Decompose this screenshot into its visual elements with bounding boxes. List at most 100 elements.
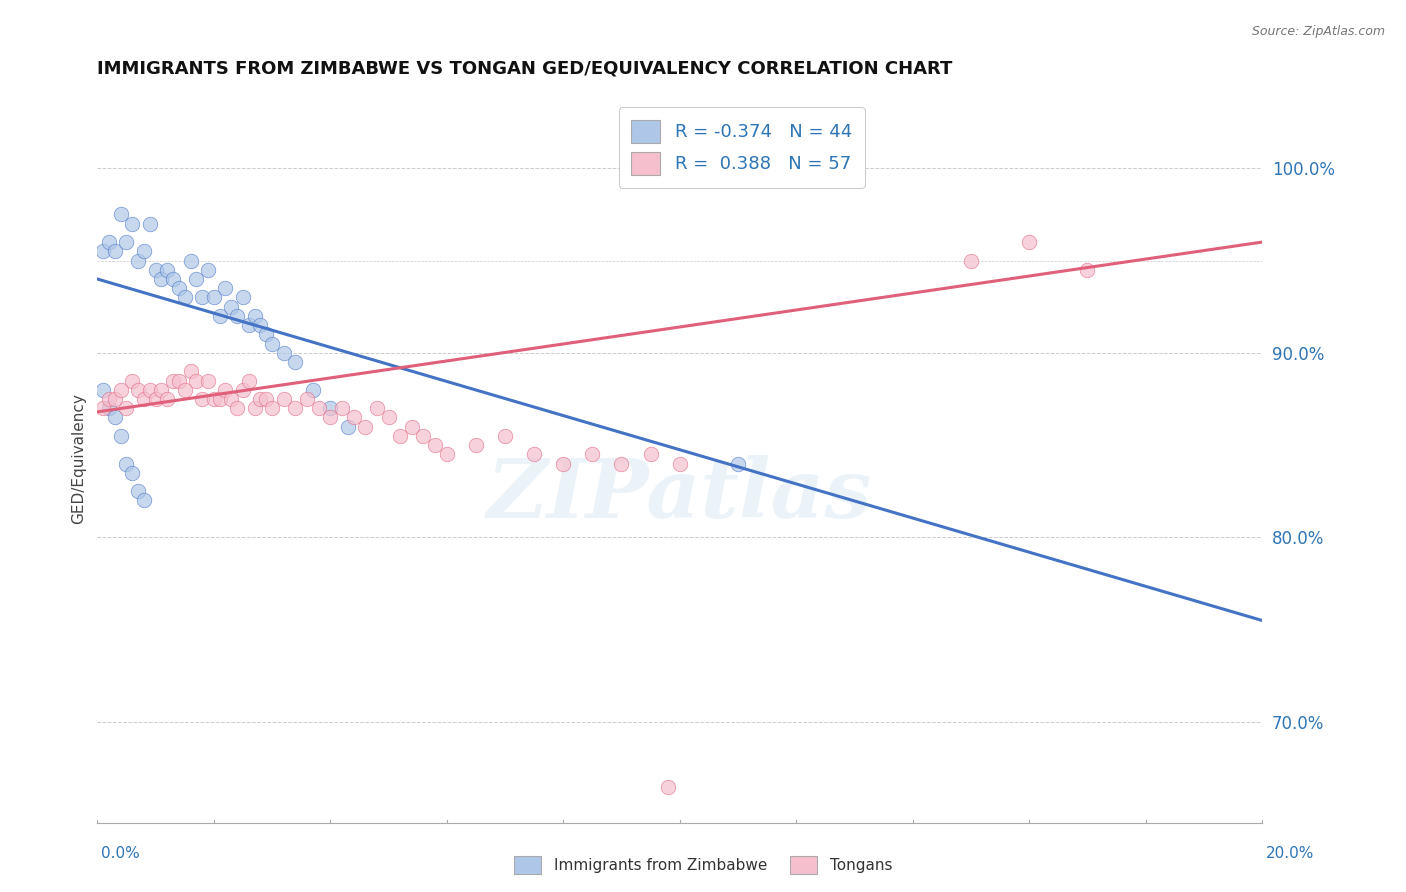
Point [132, 493, 155, 508]
Point [139, 383, 162, 397]
Point [553, 457, 575, 471]
Point [139, 217, 162, 231]
Point [354, 419, 377, 434]
Point [132, 244, 155, 259]
Point [273, 346, 295, 360]
Point [115, 235, 138, 249]
Point [180, 253, 202, 268]
Point [98, 392, 121, 406]
Point [284, 401, 307, 416]
Point [98, 235, 121, 249]
Point [150, 272, 173, 286]
Point [145, 262, 167, 277]
Point [243, 401, 266, 416]
Point [202, 290, 225, 304]
Point [156, 262, 179, 277]
Point [232, 383, 254, 397]
Point [668, 457, 690, 471]
Point [121, 217, 143, 231]
Point [150, 383, 173, 397]
Point [377, 410, 399, 425]
Point [91, 401, 114, 416]
Point [162, 374, 184, 388]
Point [221, 300, 243, 314]
Point [104, 410, 127, 425]
Point [260, 336, 283, 351]
Point [191, 392, 214, 406]
Point [295, 392, 318, 406]
Point [243, 309, 266, 323]
Point [167, 281, 190, 295]
Point [127, 383, 149, 397]
Point [260, 401, 283, 416]
Point [1076, 262, 1098, 277]
Point [657, 780, 679, 794]
Point [494, 429, 516, 443]
Point [423, 438, 446, 452]
Text: IMMIGRANTS FROM ZIMBABWE VS TONGAN GED/EQUIVALENCY CORRELATION CHART: IMMIGRANTS FROM ZIMBABWE VS TONGAN GED/E… [97, 60, 953, 78]
Point [115, 457, 138, 471]
Point [98, 401, 121, 416]
Point [197, 262, 219, 277]
Point [127, 253, 149, 268]
Point [464, 438, 486, 452]
Text: ZIPatlas: ZIPatlas [486, 456, 873, 535]
Point [232, 290, 254, 304]
Point [180, 364, 202, 378]
Point [249, 318, 271, 333]
Point [610, 457, 633, 471]
Point [208, 392, 231, 406]
Point [127, 484, 149, 499]
Point [412, 429, 434, 443]
Point [401, 419, 423, 434]
Point [214, 383, 236, 397]
Point [523, 447, 546, 461]
Point [238, 374, 260, 388]
Point [249, 392, 271, 406]
Point [330, 401, 353, 416]
Point [640, 447, 662, 461]
Point [308, 401, 330, 416]
Point [91, 244, 114, 259]
Point [254, 392, 277, 406]
Point [202, 392, 225, 406]
Point [145, 392, 167, 406]
Point [132, 392, 155, 406]
Point [191, 290, 214, 304]
Point [121, 466, 143, 480]
Point [342, 410, 364, 425]
Point [226, 309, 249, 323]
Legend: Immigrants from Zimbabwe, Tongans: Immigrants from Zimbabwe, Tongans [508, 850, 898, 880]
Point [104, 244, 127, 259]
Text: 20.0%: 20.0% [1267, 846, 1315, 861]
Point [110, 207, 132, 221]
Point [110, 429, 132, 443]
Point [173, 290, 195, 304]
Point [221, 392, 243, 406]
Point [115, 401, 138, 416]
Point [319, 401, 342, 416]
Point [226, 401, 249, 416]
Point [319, 410, 342, 425]
Text: 0.0%: 0.0% [101, 846, 141, 861]
Point [436, 447, 458, 461]
Point [110, 383, 132, 397]
Text: Source: ZipAtlas.com: Source: ZipAtlas.com [1251, 25, 1385, 38]
Point [581, 447, 603, 461]
Point [91, 383, 114, 397]
Y-axis label: GED/Equivalency: GED/Equivalency [72, 393, 86, 524]
Point [104, 392, 127, 406]
Point [156, 392, 179, 406]
Point [301, 383, 323, 397]
Point [284, 355, 307, 369]
Point [389, 429, 412, 443]
Point [238, 318, 260, 333]
Point [960, 253, 983, 268]
Point [197, 374, 219, 388]
Point [173, 383, 195, 397]
Point [167, 374, 190, 388]
Point [208, 309, 231, 323]
Point [366, 401, 388, 416]
Point [162, 272, 184, 286]
Point [186, 272, 208, 286]
